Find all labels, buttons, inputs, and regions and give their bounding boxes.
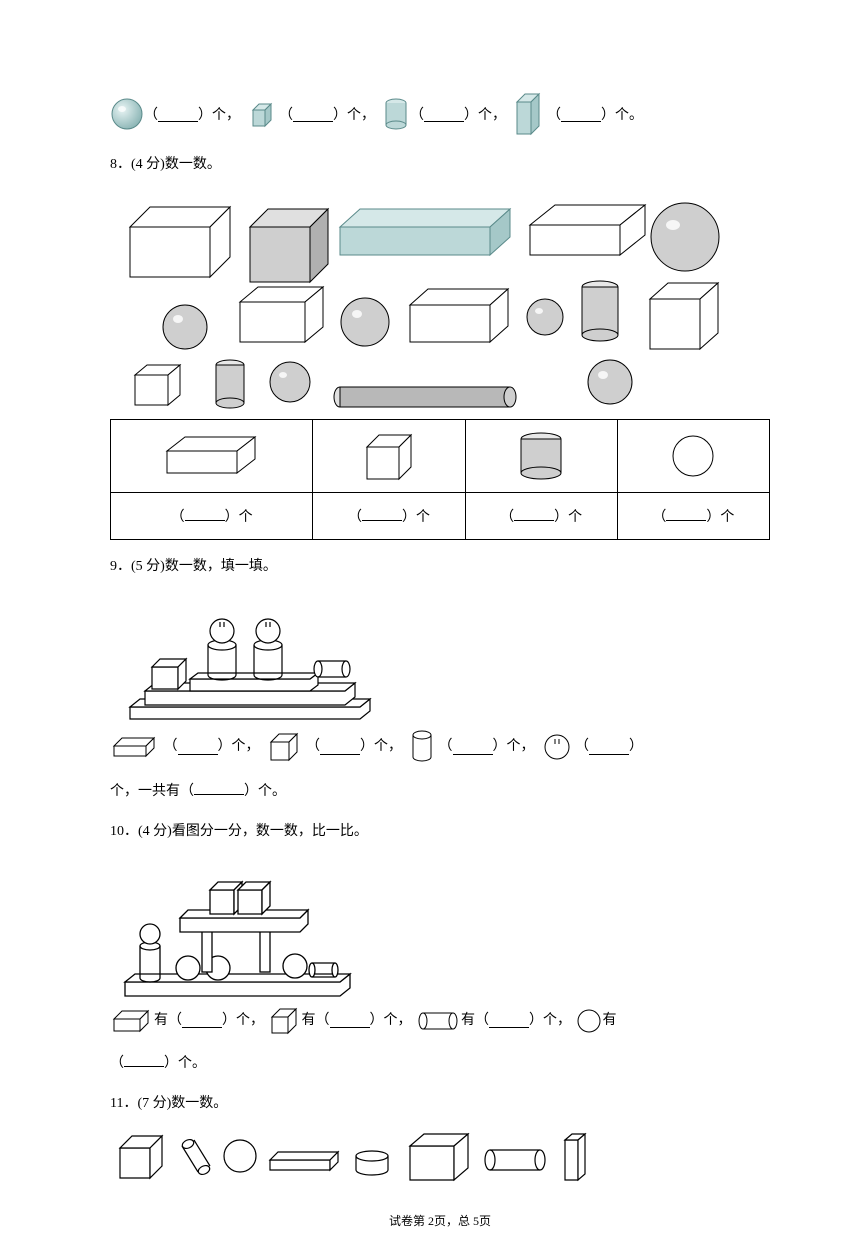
q10-label: 10．(4 分)看图分一分，数一数，比一比。 — [110, 819, 770, 844]
paren-l: （ — [547, 104, 561, 124]
paren-r: ） — [601, 104, 615, 124]
sphere-icon — [110, 97, 144, 131]
blank-q9-2[interactable] — [320, 740, 360, 755]
blank-q9-total[interactable] — [194, 780, 244, 795]
q8-label: 8．(4 分)数一数。 — [110, 152, 770, 177]
blank-q9-1[interactable] — [178, 740, 218, 755]
cuboid-tall-icon — [513, 90, 547, 138]
q9-answer-row: （）个， （）个， （）个， （） — [110, 729, 770, 765]
blank-q8-4[interactable] — [666, 506, 706, 521]
unit: 个 — [347, 104, 361, 124]
blank-q9-3[interactable] — [453, 740, 493, 755]
period: 。 — [629, 104, 643, 124]
comma: ， — [492, 104, 506, 124]
cube-small-icon — [247, 98, 279, 130]
q9-total: 个，一共有（）个。 — [110, 779, 770, 804]
paren-r: ） — [333, 104, 347, 124]
cuboid-icon — [110, 1007, 154, 1035]
sphere-sm-icon — [542, 732, 572, 762]
unit: 个 — [615, 104, 629, 124]
q9-diagram — [110, 589, 770, 729]
blank-q10-3[interactable] — [489, 1013, 529, 1028]
comma: ， — [226, 104, 240, 124]
cylinder-icon — [382, 95, 410, 133]
unit: 个 — [478, 104, 492, 124]
unit: 个 — [212, 104, 226, 124]
blank-cube[interactable] — [293, 107, 333, 122]
q9-label: 9．(5 分)数一数，填一填。 — [110, 554, 770, 579]
q11-row — [110, 1126, 770, 1186]
blank-cyl[interactable] — [424, 107, 464, 122]
page-footer: 试卷第 2页，总 5页 — [110, 1212, 770, 1229]
cell-cube-ans: （）个 — [313, 493, 465, 540]
blank-q8-1[interactable] — [185, 506, 225, 521]
blank-q10-2[interactable] — [330, 1013, 370, 1028]
blank-q10-4[interactable] — [124, 1052, 164, 1067]
cell-cuboid-icon — [111, 420, 313, 493]
q10-answer-row: 有（）个， 有（）个， 有（）个， 有 — [110, 1004, 770, 1038]
blank-q9-4[interactable] — [589, 740, 629, 755]
q11-label: 11．(7 分)数一数。 — [110, 1091, 770, 1116]
cuboid-flat-icon — [110, 734, 160, 760]
paren-l: （ — [144, 104, 158, 124]
blank-cuboid[interactable] — [561, 107, 601, 122]
q8-table: （）个 （）个 （）个 （）个 — [110, 419, 770, 540]
blank-q8-2[interactable] — [362, 506, 402, 521]
cube-icon — [267, 730, 303, 764]
cell-cyl-ans: （）个 — [465, 493, 617, 540]
paren-r: ） — [464, 104, 478, 124]
cell-sphere-icon — [617, 420, 769, 493]
q10-last: （）个。 — [110, 1051, 770, 1076]
paren-r: ） — [198, 104, 212, 124]
circle-icon — [575, 1007, 603, 1035]
cube-icon-2 — [268, 1005, 302, 1037]
q10-diagram — [110, 854, 770, 1004]
cylinder-h-icon — [415, 1009, 461, 1033]
q7-answer-row: （） 个， （） 个， （） 个， — [110, 90, 770, 138]
blank-q8-3[interactable] — [514, 506, 554, 521]
paren-l: （ — [410, 104, 424, 124]
blank-sphere[interactable] — [158, 107, 198, 122]
cylinder-sm-icon — [409, 729, 435, 765]
cell-cylinder-icon — [465, 420, 617, 493]
cell-cube-icon — [313, 420, 465, 493]
blank-q10-1[interactable] — [182, 1013, 222, 1028]
q8-shapes-diagram — [110, 187, 770, 417]
cell-cuboid-ans: （）个 — [111, 493, 313, 540]
paren-l: （ — [279, 104, 293, 124]
comma: ， — [361, 104, 375, 124]
cell-sph-ans: （）个 — [617, 493, 769, 540]
